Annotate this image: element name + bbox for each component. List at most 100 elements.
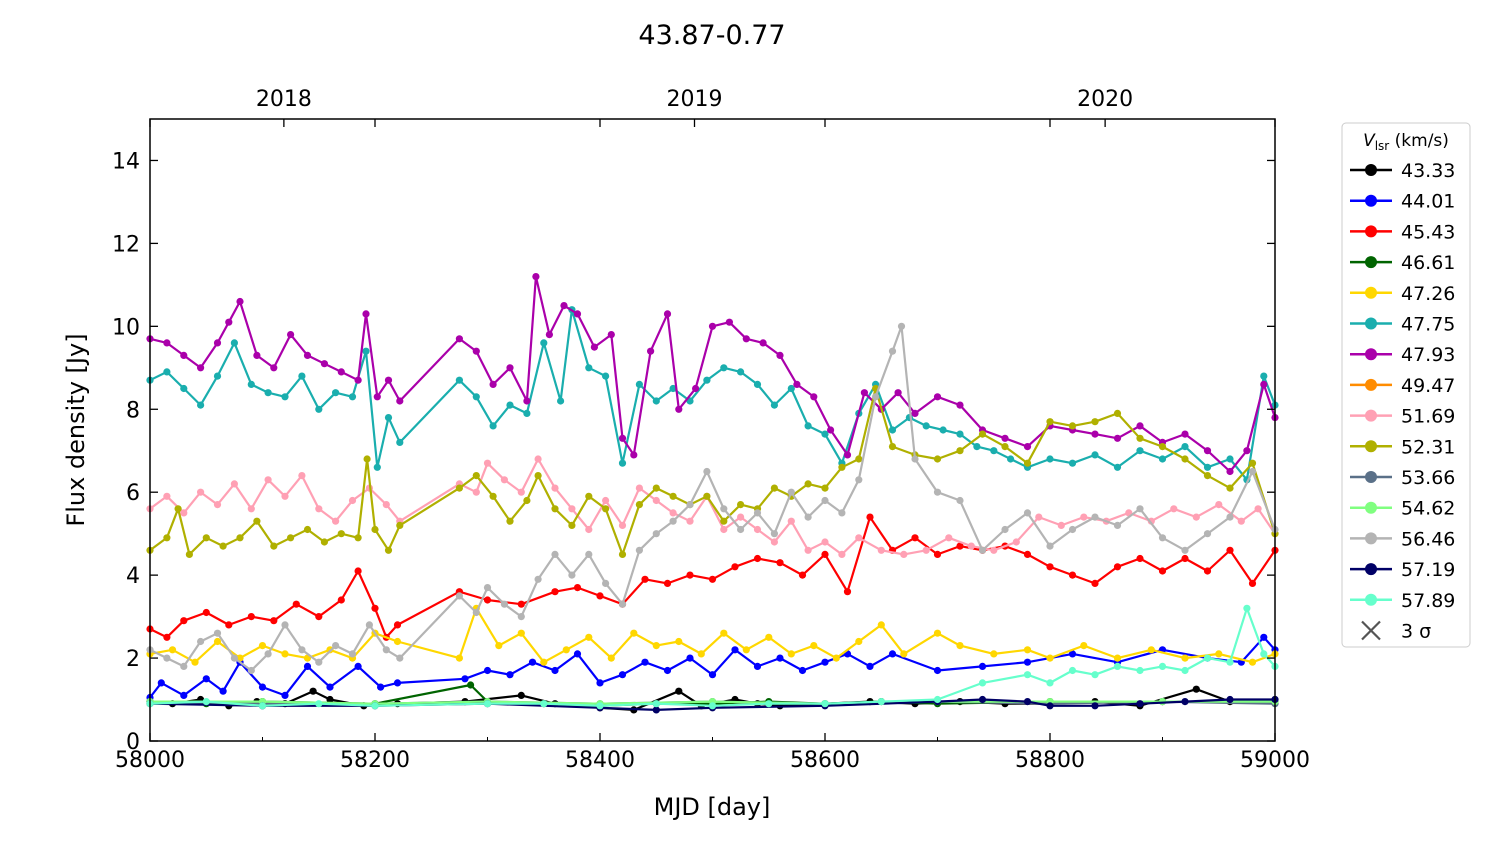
data-point — [708, 702, 717, 710]
data-point — [247, 613, 255, 621]
data-point — [270, 617, 278, 625]
data-point — [860, 389, 869, 397]
series-line — [149, 515, 1276, 639]
data-point — [956, 642, 964, 650]
data-point — [540, 658, 548, 666]
x-tick-label: 58600 — [790, 748, 860, 773]
data-point — [585, 492, 593, 500]
data-point — [843, 588, 852, 596]
data-point — [1181, 554, 1189, 563]
legend-marker — [1365, 409, 1377, 422]
data-point — [197, 488, 205, 496]
data-point — [365, 621, 373, 629]
data-point — [1203, 530, 1212, 538]
data-point — [703, 376, 711, 384]
series-51-69 — [146, 455, 1279, 559]
data-point — [362, 310, 370, 318]
data-point — [180, 691, 188, 700]
data-point — [956, 496, 964, 505]
data-point — [258, 702, 267, 710]
data-point — [1226, 695, 1234, 704]
data-point — [320, 360, 328, 368]
data-point — [1226, 658, 1234, 666]
data-point — [384, 546, 393, 554]
data-point — [1113, 563, 1122, 571]
legend-label: 51.69 — [1401, 406, 1455, 428]
data-point — [798, 666, 807, 675]
data-point — [163, 534, 171, 542]
y-tick-label: 12 — [112, 232, 140, 257]
data-point — [258, 642, 267, 650]
series-layer — [146, 273, 1279, 714]
data-point — [382, 501, 390, 509]
data-point — [1035, 513, 1043, 521]
data-point — [725, 318, 734, 326]
data-point — [956, 430, 964, 438]
data-point — [523, 496, 531, 505]
series-47-93 — [146, 273, 1279, 476]
data-point — [956, 401, 964, 409]
data-point — [1023, 443, 1032, 451]
data-point — [933, 393, 942, 401]
data-point — [933, 550, 942, 559]
legend-frame — [1341, 122, 1471, 648]
legend-marker — [1365, 532, 1377, 545]
data-point — [877, 621, 885, 629]
data-point — [675, 405, 683, 413]
data-point — [354, 534, 362, 542]
legend-entry: 45.43 — [1350, 221, 1455, 243]
data-point — [838, 550, 846, 559]
data-point — [1091, 513, 1099, 521]
data-point — [821, 550, 829, 559]
data-point — [618, 459, 627, 467]
data-point — [174, 505, 182, 513]
data-point — [298, 472, 306, 480]
data-point — [500, 600, 508, 608]
data-point — [354, 376, 362, 384]
data-point — [298, 646, 306, 654]
data-point — [303, 662, 312, 671]
data-point — [703, 492, 711, 500]
data-point — [720, 505, 728, 513]
data-point — [900, 650, 908, 658]
data-point — [1068, 650, 1077, 658]
data-point — [911, 534, 919, 542]
data-point — [855, 455, 863, 463]
data-point — [213, 339, 222, 347]
data-point — [180, 384, 188, 393]
data-point — [213, 629, 222, 637]
legend-label: 56.46 — [1401, 528, 1455, 550]
data-point — [483, 700, 492, 708]
data-point — [978, 430, 987, 438]
data-point — [532, 273, 540, 281]
data-point — [396, 654, 404, 662]
legend-marker — [1365, 164, 1377, 176]
data-point — [737, 525, 745, 534]
legend-label: 57.89 — [1401, 590, 1455, 612]
data-point — [585, 525, 593, 534]
data-point — [686, 654, 694, 662]
data-point — [1260, 650, 1268, 658]
data-point — [573, 650, 582, 658]
data-point — [686, 571, 694, 579]
legend-marker — [1365, 593, 1377, 606]
data-point — [337, 368, 345, 376]
data-point — [933, 455, 942, 463]
data-point — [720, 517, 728, 525]
data-point — [1226, 546, 1234, 554]
data-point — [1091, 671, 1099, 679]
data-point — [1192, 685, 1200, 693]
data-point — [573, 310, 582, 318]
data-point — [303, 351, 312, 359]
legend-label: 49.47 — [1401, 375, 1455, 397]
data-point — [373, 463, 381, 471]
data-point — [990, 546, 998, 554]
data-point — [551, 550, 559, 559]
data-point — [832, 654, 840, 662]
data-point — [1023, 671, 1032, 679]
data-point — [467, 681, 475, 689]
data-point — [652, 642, 660, 650]
data-point — [1091, 579, 1099, 588]
data-point — [382, 646, 390, 654]
